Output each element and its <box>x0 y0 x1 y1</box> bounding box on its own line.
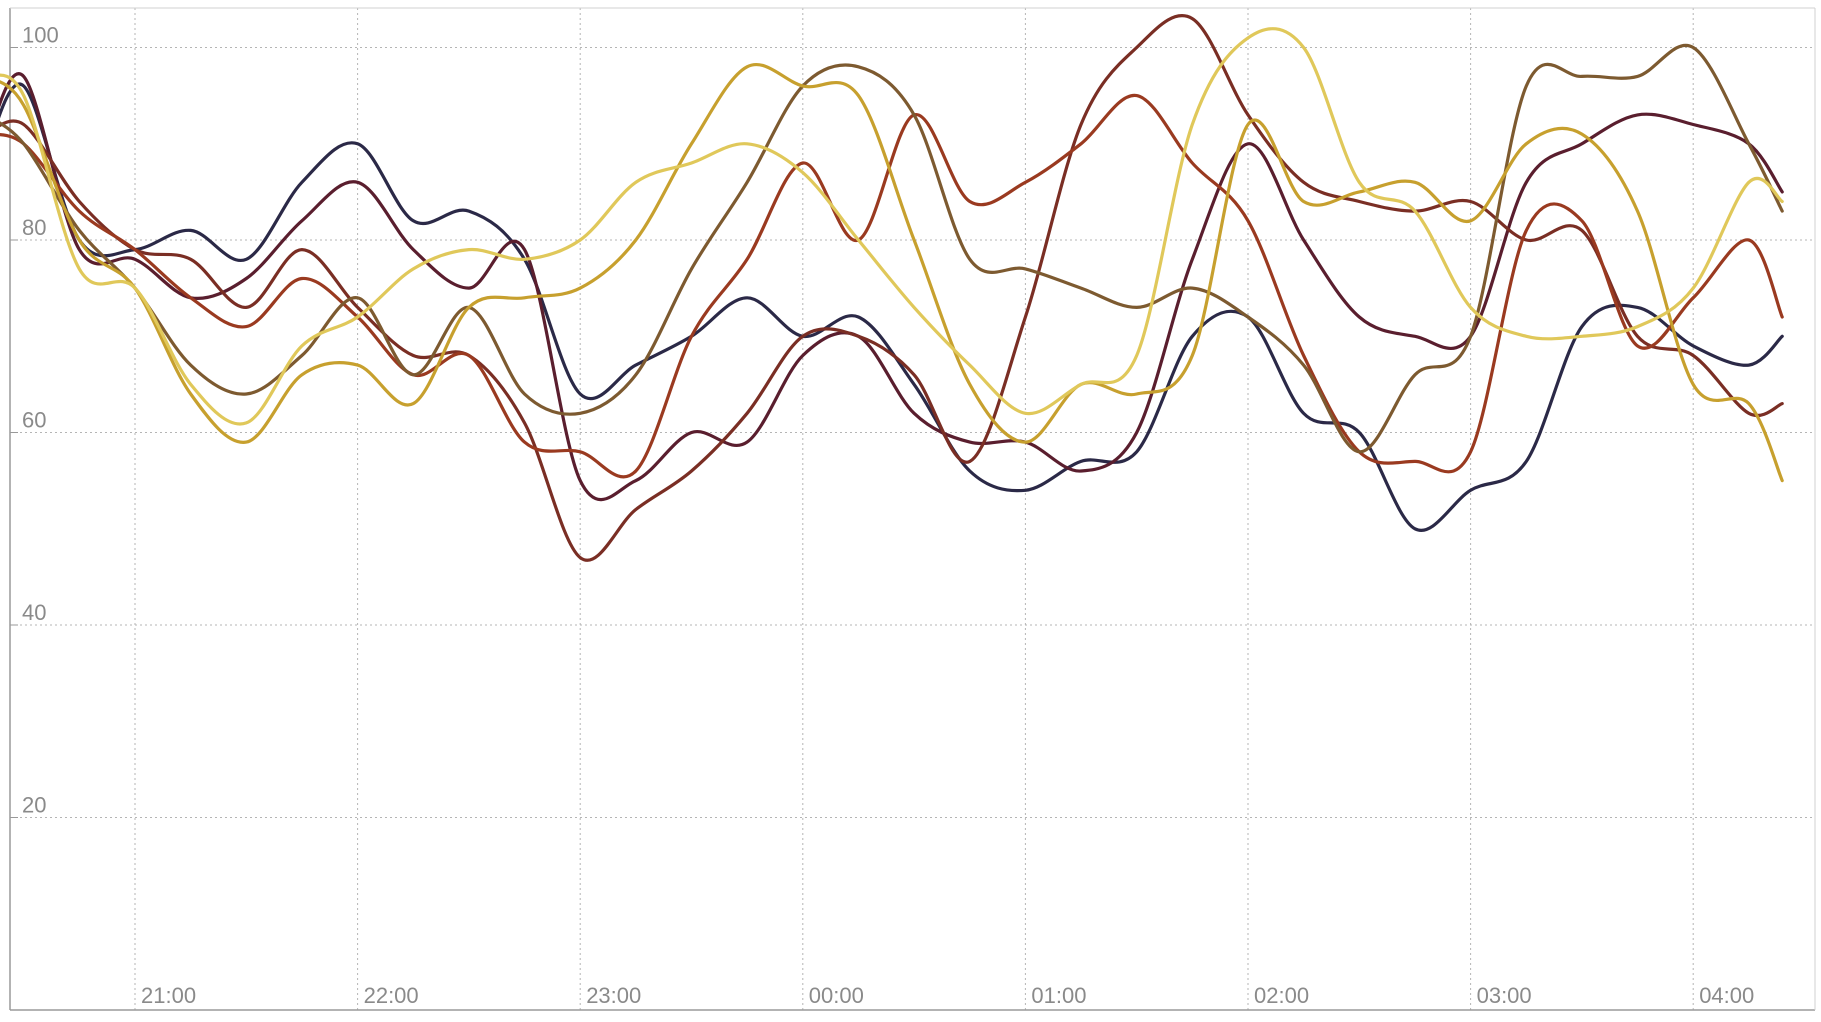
x-tick-label: 00:00 <box>809 983 864 1008</box>
series-line-7 <box>0 27 1784 426</box>
series-line-3 <box>0 14 1784 562</box>
y-tick-label: 80 <box>22 215 46 240</box>
x-tick-label: 04:00 <box>1699 983 1754 1008</box>
x-tick-label: 02:00 <box>1254 983 1309 1008</box>
series-line-5 <box>0 43 1784 454</box>
axes <box>9 7 1816 1011</box>
tick-labels: 20 40 60 80 100 21:00 22:00 23:00 00:00 01:00 02:0… <box>22 23 1754 1009</box>
series-line-6 <box>0 63 1784 483</box>
y-tick-label: 20 <box>22 793 46 818</box>
x-tick-label: 03:00 <box>1477 983 1532 1008</box>
x-tick-label: 23:00 <box>586 983 641 1008</box>
y-tick-label: 60 <box>22 408 46 433</box>
series-group <box>0 14 1784 562</box>
x-tick-label: 22:00 <box>364 983 419 1008</box>
x-tick-label: 01:00 <box>1031 983 1086 1008</box>
y-tick-label: 100 <box>22 23 59 48</box>
x-tick-label: 21:00 <box>141 983 196 1008</box>
series-line-4 <box>0 93 1784 479</box>
y-tick-label: 40 <box>22 600 46 625</box>
grid <box>10 8 1815 1010</box>
series-line-1 <box>0 82 1784 532</box>
